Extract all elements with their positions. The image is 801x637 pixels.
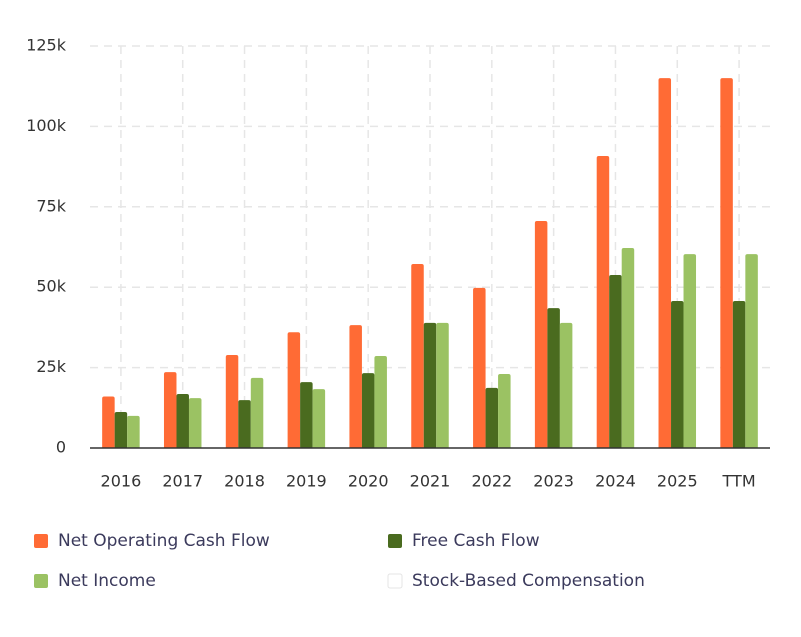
bar [621, 247, 635, 448]
bar [559, 322, 573, 448]
bar [609, 274, 622, 448]
x-tick-label: 2025 [657, 472, 698, 491]
y-tick-label: 125k [26, 36, 67, 55]
bar [745, 254, 758, 448]
legend-label: Net Income [58, 571, 156, 591]
bar [596, 155, 610, 449]
x-tick-label: 2023 [533, 472, 574, 491]
bar [163, 372, 177, 448]
x-tick-label: 2022 [471, 472, 512, 491]
legend-label: Free Cash Flow [412, 531, 540, 551]
y-tick-label: 100k [26, 116, 67, 135]
bar [188, 398, 202, 448]
x-tick-label: 2017 [162, 472, 203, 491]
bar [547, 308, 560, 448]
bar [176, 393, 189, 448]
x-tick-label: 2016 [101, 472, 142, 491]
x-tick-label: 2019 [286, 472, 327, 491]
bar [423, 322, 437, 448]
bar [225, 355, 239, 448]
bar [114, 411, 128, 448]
x-tick-label: 2020 [348, 472, 389, 491]
bar [238, 400, 251, 448]
bar [102, 396, 115, 448]
bar [498, 374, 511, 448]
bar [300, 382, 313, 448]
bar [671, 301, 684, 448]
bar [349, 325, 362, 448]
x-tick-label: 2018 [224, 472, 265, 491]
bar [250, 377, 264, 448]
legend-label: Stock-Based Compensation [412, 571, 645, 591]
bar [732, 301, 746, 448]
bar [473, 287, 486, 448]
bar [658, 78, 672, 448]
bar [683, 254, 697, 448]
bar [534, 220, 548, 448]
bar [436, 322, 449, 448]
legend-label: Net Operating Cash Flow [58, 531, 270, 551]
y-tick-label: 50k [36, 277, 66, 296]
legend-swatch [34, 534, 48, 548]
x-tick-label: 2021 [410, 472, 451, 491]
y-tick-label: 25k [36, 357, 66, 376]
y-tick-label: 0 [56, 438, 66, 457]
legend-swatch [387, 573, 403, 589]
bar [485, 387, 499, 448]
legend-swatch [388, 534, 402, 548]
bar [720, 78, 733, 448]
bar [361, 373, 375, 448]
bar [374, 356, 387, 448]
bar [312, 389, 326, 448]
bar [127, 415, 140, 448]
bar [287, 332, 301, 448]
bar [411, 264, 424, 448]
y-tick-label: 75k [36, 196, 66, 215]
x-tick-label: 2024 [595, 472, 636, 491]
legend-swatch [34, 574, 48, 588]
x-tick-label: TTM [722, 472, 756, 491]
